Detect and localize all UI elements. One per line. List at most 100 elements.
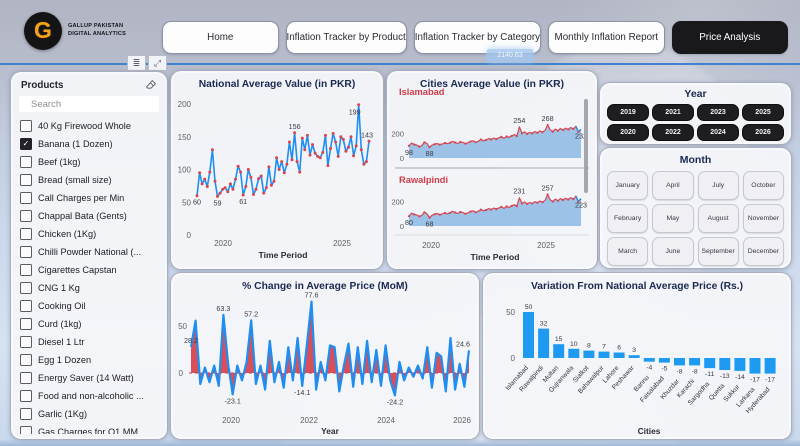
focus-mode-icon[interactable]: ⤢ xyxy=(148,55,167,71)
month-button-august[interactable]: August xyxy=(697,204,739,233)
nav-inflation-tracker-by-category[interactable]: Inflation Tracker by Category xyxy=(413,21,542,54)
mom-change-area-chart[interactable]: 50 0 28.2 63.3 57.2 77.6 -23.1 -14.1 -24.2 24.6 20… xyxy=(171,273,479,439)
cities-scrollbar[interactable] xyxy=(584,99,588,193)
svg-text:28.2: 28.2 xyxy=(184,336,198,345)
month-button-october[interactable]: October xyxy=(742,171,784,200)
product-label: Cigarettes Capstan xyxy=(38,265,117,275)
month-button-january[interactable]: January xyxy=(607,171,649,200)
national-average-line-chart[interactable]: 0 50 100 150 200 60 59 61 156 199 143 2020 2025 Time … xyxy=(171,71,383,269)
month-title: Month xyxy=(679,154,712,166)
nav-monthly-inflation-report[interactable]: Monthly Inflation Report xyxy=(548,21,665,54)
month-button-december[interactable]: December xyxy=(742,237,784,266)
nav-price-analysis[interactable]: Price Analysis xyxy=(671,21,789,54)
month-button-march[interactable]: March xyxy=(607,237,649,266)
year-button-2019[interactable]: 2019 xyxy=(607,104,649,121)
month-button-july[interactable]: July xyxy=(697,171,739,200)
unchecked-checkbox[interactable] xyxy=(20,228,32,240)
cities-average-panel: Cities Average Value (in PKR) Islamabad 2… xyxy=(386,70,598,270)
month-button-june[interactable]: June xyxy=(652,237,694,266)
product-item-energy-saver-14-watt[interactable]: Energy Saver (14 Watt) xyxy=(20,369,163,387)
unchecked-checkbox[interactable] xyxy=(20,174,32,186)
year-button-2026[interactable]: 2026 xyxy=(742,124,784,141)
unchecked-checkbox[interactable] xyxy=(20,192,32,204)
svg-text:57.2: 57.2 xyxy=(244,309,258,318)
product-item-chappal-bata-gents[interactable]: Chappal Bata (Gents) xyxy=(20,207,163,225)
svg-text:0: 0 xyxy=(187,231,192,240)
product-item-chicken-1kg[interactable]: Chicken (1Kg) xyxy=(20,225,163,243)
checked-checkbox[interactable]: ✓ xyxy=(20,138,32,150)
month-slicer-panel: Month January April July October February May… xyxy=(599,147,792,269)
year-slicer-panel: Year 2019 2021 2023 2025 2020 2022 2024 2026 xyxy=(599,82,792,145)
product-item-call-charges-per-min[interactable]: Call Charges per Min xyxy=(20,189,163,207)
unchecked-checkbox[interactable] xyxy=(20,354,32,366)
month-button-may[interactable]: May xyxy=(652,204,694,233)
unchecked-checkbox[interactable] xyxy=(20,120,32,132)
svg-text:68: 68 xyxy=(426,220,434,229)
product-item-egg-1-dozen[interactable]: Egg 1 Dozen xyxy=(20,351,163,369)
product-item-curd-1kg[interactable]: Curd (1kg) xyxy=(20,315,163,333)
year-button-2023[interactable]: 2023 xyxy=(697,104,739,121)
mom-change-title: % Change in Average Price (MoM) xyxy=(242,281,408,292)
variation-bar-chart[interactable]: 50050Islamabad32Rawalpindi15Multan10Gujr… xyxy=(483,273,791,439)
unchecked-checkbox[interactable] xyxy=(20,300,32,312)
svg-text:77.6: 77.6 xyxy=(305,291,319,300)
nav-home[interactable]: Home xyxy=(162,21,279,54)
svg-text:199: 199 xyxy=(349,108,361,117)
unchecked-checkbox[interactable] xyxy=(20,264,32,276)
year-button-2025[interactable]: 2025 xyxy=(742,104,784,121)
product-search-box[interactable] xyxy=(19,96,165,112)
unchecked-checkbox[interactable] xyxy=(20,318,32,330)
product-item-cng-1-kg[interactable]: CNG 1 Kg xyxy=(20,279,163,297)
product-item-beef-1kg[interactable]: Beef (1kg) xyxy=(20,153,163,171)
svg-text:Cities: Cities xyxy=(638,426,661,436)
product-item-diesel-1-ltr[interactable]: Diesel 1 Ltr xyxy=(20,333,163,351)
product-item-cigarettes-capstan[interactable]: Cigarettes Capstan xyxy=(20,261,163,279)
nav-inflation-tracker-by-product[interactable]: Inflation Tracker by Product xyxy=(285,21,407,54)
svg-text:-11: -11 xyxy=(705,371,715,378)
year-button-2020[interactable]: 2020 xyxy=(607,124,649,141)
svg-text:143: 143 xyxy=(361,130,373,139)
product-item-bread-small-size[interactable]: Bread (small size) xyxy=(20,171,163,189)
product-search-input[interactable] xyxy=(29,97,165,111)
product-label: Cooking Oil xyxy=(38,301,86,311)
unchecked-checkbox[interactable] xyxy=(20,390,32,402)
unchecked-checkbox[interactable] xyxy=(20,156,32,168)
unchecked-checkbox[interactable] xyxy=(20,210,32,222)
svg-text:50: 50 xyxy=(525,304,533,311)
unchecked-checkbox[interactable] xyxy=(20,282,32,294)
year-button-2024[interactable]: 2024 xyxy=(697,124,739,141)
product-item-banana-1-dozen[interactable]: ✓ Banana (1 Dozen) xyxy=(20,135,163,153)
product-item-gas-charges-for-q1-mm[interactable]: Gas Charges for Q1 MM... xyxy=(20,423,163,434)
svg-text:150: 150 xyxy=(178,133,192,142)
svg-text:63.3: 63.3 xyxy=(216,304,230,313)
unchecked-checkbox[interactable] xyxy=(20,426,32,434)
svg-text:223: 223 xyxy=(575,201,587,210)
svg-text:Year: Year xyxy=(321,426,339,436)
year-buttons: 2019 2021 2023 2025 2020 2022 2024 2026 xyxy=(607,104,784,141)
product-item-40-kg-firewood-whole[interactable]: 40 Kg Firewood Whole xyxy=(20,117,163,135)
svg-text:50: 50 xyxy=(182,198,191,207)
unchecked-checkbox[interactable] xyxy=(20,408,32,420)
year-button-2022[interactable]: 2022 xyxy=(652,124,694,141)
product-item-food-and-non-alcoholic[interactable]: Food and non-alcoholic ... xyxy=(20,387,163,405)
svg-text:50: 50 xyxy=(506,308,515,317)
product-item-cooking-oil[interactable]: Cooking Oil xyxy=(20,297,163,315)
product-item-chilli-powder-national[interactable]: Chilli Powder National (... xyxy=(20,243,163,261)
month-button-february[interactable]: February xyxy=(607,204,649,233)
svg-text:-24.2: -24.2 xyxy=(387,397,403,406)
filter-icon[interactable]: ≣ xyxy=(127,55,146,71)
month-button-april[interactable]: April xyxy=(652,171,694,200)
unchecked-checkbox[interactable] xyxy=(20,246,32,258)
year-button-2021[interactable]: 2021 xyxy=(652,104,694,121)
month-button-september[interactable]: September xyxy=(697,237,739,266)
clear-selections-eraser-icon[interactable] xyxy=(145,79,157,91)
svg-text:88: 88 xyxy=(426,149,434,158)
unchecked-checkbox[interactable] xyxy=(20,372,32,384)
svg-text:0: 0 xyxy=(400,222,404,231)
svg-text:200: 200 xyxy=(391,198,404,207)
product-item-garlic-1kg[interactable]: Garlic (1Kg) xyxy=(20,405,163,423)
unchecked-checkbox[interactable] xyxy=(20,336,32,348)
month-button-november[interactable]: November xyxy=(742,204,784,233)
